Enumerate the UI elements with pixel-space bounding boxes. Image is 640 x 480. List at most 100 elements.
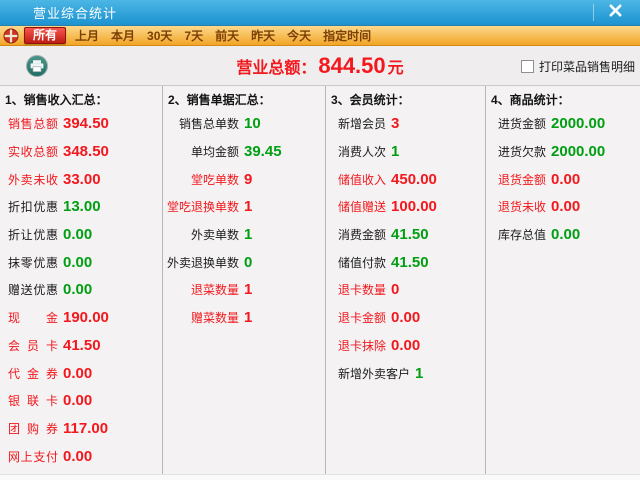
titlebar: 营业综合统计 — [0, 0, 640, 26]
filter-tab-label: 前天 — [215, 28, 240, 43]
filter-tab-label: 上月 — [75, 28, 100, 43]
stat-value: 0.00 — [63, 364, 93, 382]
print-detail-label: 打印菜品销售明细 — [538, 59, 635, 74]
stat-value: 2000.00 — [551, 143, 606, 161]
stat-label: 储值付款 — [338, 255, 387, 270]
stat-row: 消费金额 41.50 — [326, 221, 485, 249]
stat-value: 9 — [244, 170, 253, 188]
stat-row: 消费人次 1 — [326, 138, 485, 166]
column-rows: 新增会员 3 消费人次 1 储值收入 450.00 储值赠送 100.00 消费… — [326, 110, 485, 387]
stat-label: 新增会员 — [338, 117, 387, 132]
stat-row: 堂吃退换单数 1 — [163, 193, 325, 221]
stat-label: 单均金额 — [190, 145, 239, 160]
filter-tab[interactable]: 7天 — [178, 27, 209, 45]
print-button[interactable] — [25, 54, 49, 78]
close-icon — [608, 3, 623, 23]
column-title: 4、商品统计： — [491, 93, 570, 107]
stat-label: 退菜数量 — [190, 283, 239, 298]
filter-tab-label: 30天 — [147, 28, 173, 43]
column-rows: 销售总额 394.50 实收总额 348.50 外卖未收 33.00 折扣优惠 … — [0, 110, 162, 470]
stat-value: 190.00 — [63, 309, 109, 327]
filter-tab[interactable]: 30天 — [141, 27, 178, 45]
stat-value: 1 — [415, 364, 424, 382]
stat-label: 堂吃退换单数 — [166, 200, 239, 215]
stat-row: 赠送优惠 0.00 — [0, 276, 162, 304]
stat-value: 0.00 — [551, 170, 581, 188]
stats-column: 3、会员统计： 新增会员 3 消费人次 1 储值收入 450.00 储值赠送 1… — [326, 86, 486, 474]
stat-value: 1 — [244, 309, 253, 327]
column-title: 1、销售收入汇总： — [5, 93, 108, 107]
stat-value: 1 — [244, 226, 253, 244]
printer-icon — [25, 55, 49, 82]
stat-label: 销售总单数 — [178, 117, 239, 132]
stat-value: 1 — [391, 143, 400, 161]
stat-label: 网上支付 — [8, 449, 58, 464]
close-button[interactable] — [602, 3, 628, 23]
stat-value: 1 — [244, 281, 253, 299]
stat-label: 进货金额 — [498, 117, 547, 132]
filter-tab[interactable]: 上月 — [69, 27, 105, 45]
stat-value: 0.00 — [551, 226, 581, 244]
stat-row: 网上支付 0.00 — [0, 442, 162, 470]
stat-row: 进货金额 2000.00 — [486, 110, 640, 138]
stat-value: 0.00 — [391, 309, 421, 327]
filter-tab[interactable]: 指定时间 — [317, 27, 377, 45]
filter-tab-label: 本月 — [111, 28, 136, 43]
stat-label: 会员卡 — [8, 338, 58, 353]
stat-label: 外卖未收 — [8, 172, 58, 187]
stat-row: 进货欠款 2000.00 — [486, 138, 640, 166]
stat-label: 退货未收 — [498, 200, 547, 215]
stat-label: 库存总值 — [498, 228, 547, 243]
stat-label: 储值赠送 — [338, 200, 387, 215]
column-title: 2、销售单据汇总： — [168, 93, 271, 107]
stat-row: 外卖未收 33.00 — [0, 165, 162, 193]
stat-label: 储值收入 — [338, 172, 387, 187]
stat-label: 团购券 — [8, 421, 58, 436]
print-detail-checkbox[interactable] — [520, 59, 534, 73]
stats-column: 4、商品统计： 进货金额 2000.00 进货欠款 2000.00 退货金额 0… — [486, 86, 640, 474]
stat-value: 0.00 — [391, 336, 421, 354]
stat-row: 库存总值 0.00 — [486, 221, 640, 249]
stats-column: 2、销售单据汇总： 销售总单数 1 0 单均金额 39.45 堂吃单数 9 堂吃退… — [163, 86, 326, 474]
stat-value: 100.00 — [391, 198, 437, 216]
stat-value: 3 — [391, 115, 400, 133]
stat-label: 折扣优惠 — [8, 200, 58, 215]
filter-tab[interactable]: 本月 — [105, 27, 141, 45]
filter-tab[interactable]: 前天 — [209, 27, 245, 45]
filter-tab[interactable]: 今天 — [281, 27, 317, 45]
filter-tab[interactable]: 昨天 — [245, 27, 281, 45]
filter-tab[interactable]: 所有 — [24, 27, 67, 44]
filter-tabs: 所有 上月 本月 30天 7天 前天 昨天 今天 指定时间 — [23, 27, 377, 45]
stat-value: 33.00 — [63, 170, 101, 188]
stat-value: 41.50 — [391, 226, 429, 244]
stat-label: 退卡抹除 — [338, 338, 387, 353]
stat-label: 堂吃单数 — [190, 172, 239, 187]
stat-value: 348.50 — [63, 143, 109, 161]
stat-value: 394.50 — [63, 115, 109, 133]
stat-row: 堂吃单数 9 — [163, 165, 325, 193]
stat-row: 新增会员 3 — [326, 110, 485, 138]
stat-value: 39.45 — [244, 143, 282, 161]
stat-row: 抹零优惠 0.00 — [0, 248, 162, 276]
stat-label: 消费金额 — [338, 228, 387, 243]
stat-row: 银联卡 0.00 — [0, 387, 162, 415]
stat-value: 0 — [244, 253, 253, 271]
stats-column: 1、销售收入汇总： 销售总额 394.50 实收总额 348.50 外卖未收 3… — [0, 86, 163, 474]
stat-row: 代金券 0.00 — [0, 359, 162, 387]
stat-value: 13.00 — [63, 198, 101, 216]
stat-label: 抹零优惠 — [8, 255, 58, 270]
stat-label: 外卖退换单数 — [166, 255, 239, 270]
summary-bar: 营业总额： 844.50 元 打印菜品销售明细 — [0, 46, 640, 86]
stat-row: 赠菜数量 1 — [163, 304, 325, 332]
filter-tab-label: 所有 — [33, 28, 58, 42]
window-title: 营业综合统计 — [33, 6, 118, 21]
total-unit: 元 — [387, 60, 404, 77]
stat-row: 外卖单数 1 — [163, 221, 325, 249]
stat-value: 0.00 — [63, 226, 93, 244]
stat-label: 代金券 — [8, 366, 58, 381]
stat-label: 进货欠款 — [498, 145, 547, 160]
column-title: 3、会员统计： — [331, 93, 410, 107]
stats-columns: 1、销售收入汇总： 销售总额 394.50 实收总额 348.50 外卖未收 3… — [0, 86, 640, 474]
stat-value: 0.00 — [63, 447, 93, 465]
